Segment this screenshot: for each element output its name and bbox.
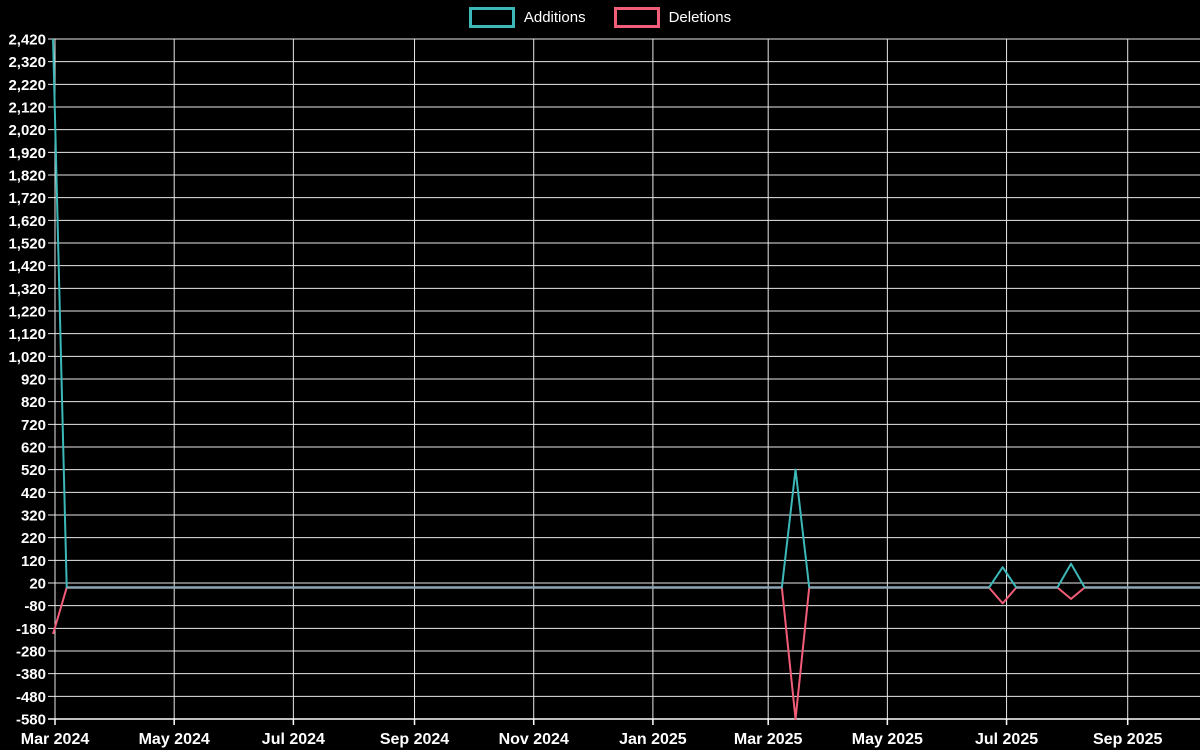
y-tick-label: 720 <box>21 417 46 434</box>
y-tick-label: 620 <box>21 440 46 457</box>
y-tick-label: 920 <box>21 372 46 389</box>
y-tick-label: 220 <box>21 530 46 547</box>
x-tick-label: May 2024 <box>139 731 210 748</box>
y-tick-label: -380 <box>16 666 46 683</box>
y-tick-label: 2,320 <box>8 54 46 71</box>
y-tick-label: -80 <box>24 598 46 615</box>
x-tick-label: Jul 2025 <box>975 731 1038 748</box>
y-tick-label: 1,020 <box>8 349 46 366</box>
y-tick-label: 2,120 <box>8 100 46 117</box>
y-tick-label: 1,520 <box>8 236 46 253</box>
y-tick-label: 1,620 <box>8 213 46 230</box>
y-tick-label: -280 <box>16 644 46 661</box>
y-tick-label: 20 <box>29 576 46 593</box>
y-tick-label: 1,420 <box>8 258 46 275</box>
y-tick-label: 420 <box>21 485 46 502</box>
y-tick-label: 1,920 <box>8 145 46 162</box>
deletions-line <box>52 586 1200 720</box>
x-tick-label: Sep 2025 <box>1093 731 1162 748</box>
y-tick-label: -180 <box>16 621 46 638</box>
y-tick-label: -580 <box>16 712 46 729</box>
y-tick-label: 820 <box>21 394 46 411</box>
x-tick-label: Mar 2024 <box>21 731 90 748</box>
additions-line <box>52 38 1200 589</box>
legend-label-additions: Additions <box>523 9 586 26</box>
y-tick-label: 1,720 <box>8 190 46 207</box>
chart-legend: Additions Deletions <box>0 7 1200 28</box>
x-tick-label: Mar 2025 <box>734 731 803 748</box>
y-tick-label: 1,820 <box>8 168 46 185</box>
x-tick-label: Nov 2024 <box>499 731 569 748</box>
x-tick-label: Jan 2025 <box>619 731 687 748</box>
y-tick-label: 2,420 <box>8 32 46 49</box>
y-tick-label: 120 <box>21 553 46 570</box>
y-tick-label: -480 <box>16 689 46 706</box>
additions-swatch-icon <box>468 7 515 28</box>
x-tick-label: May 2025 <box>852 731 923 748</box>
x-tick-label: Jul 2024 <box>262 731 325 748</box>
x-tick-label: Sep 2024 <box>380 731 449 748</box>
y-tick-label: 2,220 <box>8 77 46 94</box>
deletions-swatch-icon <box>613 7 660 28</box>
y-tick-label: 520 <box>21 462 46 479</box>
y-tick-label: 1,120 <box>8 326 46 343</box>
y-tick-label: 1,220 <box>8 304 46 321</box>
y-tick-label: 1,320 <box>8 281 46 298</box>
legend-item-additions[interactable]: Additions <box>468 7 586 28</box>
y-tick-label: 320 <box>21 508 46 525</box>
legend-item-deletions[interactable]: Deletions <box>613 7 732 28</box>
legend-label-deletions: Deletions <box>668 9 732 26</box>
y-tick-label: 2,020 <box>8 122 46 139</box>
